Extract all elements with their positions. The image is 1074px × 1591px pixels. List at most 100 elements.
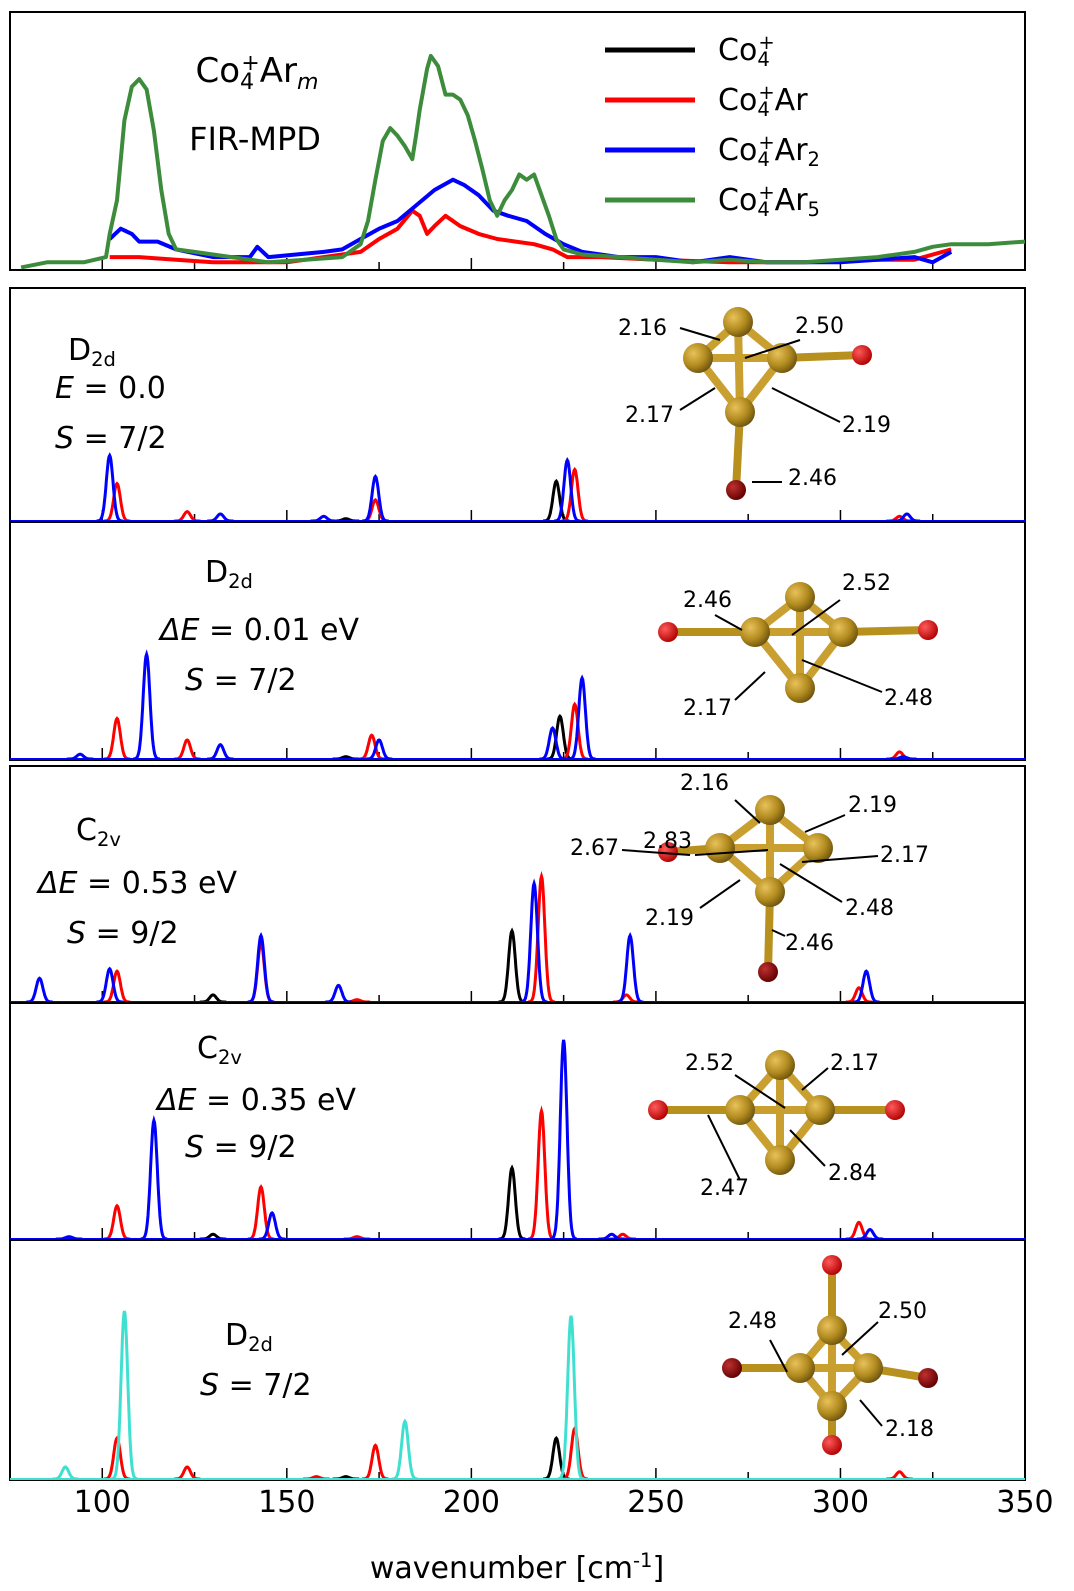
ar-atom — [852, 345, 872, 365]
co-atom — [765, 1145, 795, 1175]
text-part: ] — [652, 1551, 664, 1586]
text-part: 5 — [808, 198, 820, 221]
text-part: = 0.0 — [74, 371, 166, 406]
co-atom — [785, 673, 815, 703]
peak — [568, 674, 596, 760]
leader — [694, 849, 769, 856]
text-part: = 7/2 — [74, 421, 167, 456]
panel-label: S = 9/2 — [67, 916, 179, 951]
bond-label: 2.16 — [618, 316, 667, 341]
text-part: ΔE — [158, 613, 200, 648]
panel-label: S = 9/2 — [185, 1130, 297, 1165]
text-part: S — [200, 1368, 219, 1403]
bond-label: 2.47 — [700, 1176, 749, 1201]
peak — [310, 514, 337, 522]
peak — [96, 966, 123, 1003]
bond-label: 2.18 — [885, 1417, 934, 1442]
peak — [207, 743, 234, 760]
text-part: + — [758, 81, 774, 104]
panel-label: D2d — [68, 333, 116, 371]
co-atom — [817, 1391, 847, 1421]
peak — [173, 1465, 201, 1480]
co-atom — [803, 833, 833, 863]
bond-label: 2.48 — [884, 686, 933, 711]
peak — [103, 716, 131, 760]
leader — [801, 1067, 829, 1091]
co-atom — [683, 343, 713, 373]
ar-atom — [822, 1255, 842, 1275]
peak — [527, 1105, 556, 1240]
peak — [520, 878, 548, 1003]
text-part: = 9/2 — [86, 916, 179, 951]
bond-label: 2.50 — [878, 1299, 927, 1324]
peak — [561, 466, 588, 522]
text-part: -1 — [633, 1549, 652, 1572]
legend-label: Co4+Ar2 — [718, 131, 820, 171]
leader — [771, 929, 786, 937]
leader — [621, 849, 691, 856]
panel-label: C2v — [76, 813, 121, 851]
text-part: Co — [718, 83, 757, 118]
text-part: C — [76, 813, 97, 848]
bond-label: 2.19 — [842, 413, 891, 438]
co-atom — [817, 1315, 847, 1345]
text-part: E — [55, 371, 74, 406]
panel-label: ΔE = 0.01 eV — [158, 613, 359, 648]
co-bond — [734, 321, 744, 413]
peak — [55, 1235, 83, 1240]
legend-label: Co4+Ar5 — [718, 181, 820, 221]
peak — [173, 510, 201, 522]
peak — [362, 474, 389, 522]
co-atom — [755, 877, 785, 907]
co-atom — [755, 795, 785, 825]
bond-label: 2.17 — [683, 696, 732, 721]
bond-label: 2.84 — [828, 1161, 877, 1186]
ar-atom — [726, 480, 746, 500]
peak — [247, 939, 275, 1003]
x-tick-label: 100 — [74, 1485, 131, 1520]
peak — [103, 481, 131, 522]
peak — [561, 701, 588, 760]
text-part: 2 — [808, 148, 820, 171]
x-tick-label: 250 — [627, 1485, 684, 1520]
peak — [199, 993, 227, 1003]
leader — [779, 863, 843, 903]
co-atom — [723, 307, 753, 337]
text-part: = 0.01 eV — [199, 613, 359, 648]
bond-label: 2.17 — [625, 403, 674, 428]
bond-label: 2.67 — [570, 836, 619, 861]
legend-label: Co4+Ar — [718, 81, 808, 121]
plot-area — [10, 452, 1025, 522]
peak — [498, 927, 526, 1003]
text-part: C — [197, 1031, 218, 1066]
panel-label: ΔE = 0.35 eV — [155, 1083, 356, 1118]
leader — [789, 1129, 826, 1167]
co-atom — [705, 833, 735, 863]
text-part: 4 — [757, 198, 769, 221]
peak — [889, 755, 917, 760]
text-part: S — [185, 1130, 204, 1165]
bond-label: 2.46 — [785, 931, 834, 956]
text-part: + — [758, 181, 774, 204]
co-atom — [725, 1095, 755, 1125]
ar-atom — [658, 842, 678, 862]
peak — [598, 1232, 625, 1240]
ar-atom — [918, 620, 938, 640]
peak — [96, 452, 123, 522]
peak — [111, 1310, 138, 1480]
peak — [391, 1418, 419, 1480]
text-part: 4 — [757, 48, 769, 71]
text-part: Co — [718, 183, 757, 218]
leader — [734, 1074, 786, 1109]
leader — [734, 799, 761, 824]
bond-label: 2.19 — [645, 906, 694, 931]
bond-label: 2.83 — [643, 829, 692, 854]
co-atom — [767, 343, 797, 373]
co-atom — [828, 617, 858, 647]
peak — [856, 1227, 884, 1240]
peak — [362, 1443, 389, 1480]
peak — [140, 1114, 168, 1240]
peak — [103, 1435, 131, 1480]
text-part: D — [205, 555, 228, 590]
